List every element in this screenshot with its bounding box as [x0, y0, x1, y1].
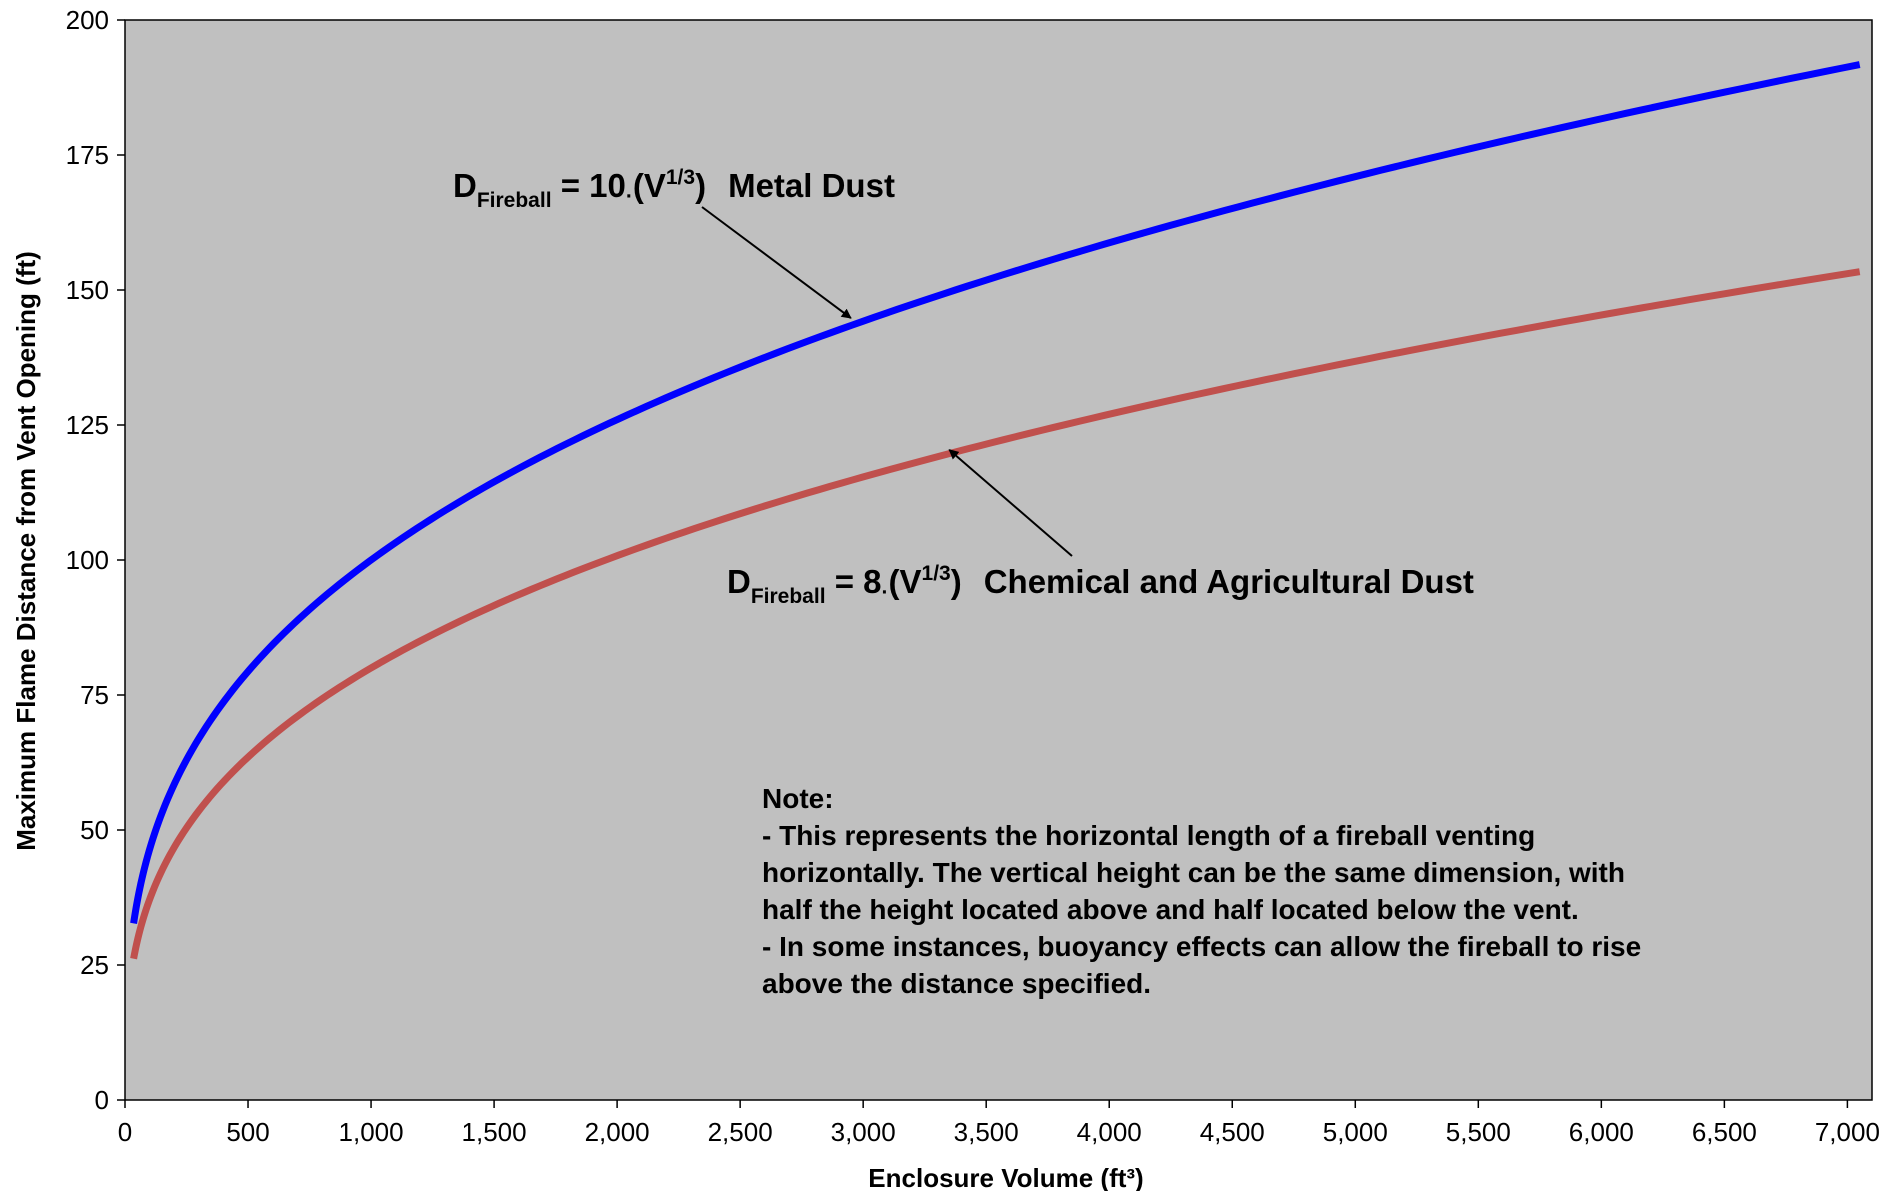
metal-dust-eq-dot: ·: [626, 185, 633, 208]
metal-dust-eq-sup: 1/3: [666, 166, 695, 189]
x-tick-label: 4,000: [1077, 1117, 1142, 1147]
note-line-3: half the height located above and half l…: [762, 894, 1579, 925]
y-axis-title: Maximum Flame Distance from Vent Opening…: [11, 251, 41, 851]
plot-area: [124, 19, 1873, 1101]
metal-dust-eq-sub: Fireball: [477, 189, 552, 212]
y-tick-label: 25: [80, 950, 109, 980]
y-tick-label: 0: [95, 1085, 109, 1115]
x-axis-title: Enclosure Volume (ft³): [868, 1163, 1143, 1191]
x-tick-label: 6,000: [1569, 1117, 1634, 1147]
chemical-dust-eq-dot: ·: [882, 581, 889, 604]
chemical-dust-equation: DFireball = 8·(V1/3) Chemical and Agricul…: [727, 562, 1474, 608]
note-line-4: - In some instances, buoyancy effects ca…: [762, 931, 1641, 962]
metal-dust-eq-close: ): [695, 167, 706, 204]
chemical-dust-eq-open: (V: [889, 563, 922, 600]
x-tick-label: 7,000: [1815, 1117, 1880, 1147]
y-tick-label: 150: [66, 275, 109, 305]
metal-dust-arrow: [701, 206, 852, 319]
arrow-layer: [701, 206, 1073, 557]
x-axis: 0 500 1,000 1,500 2,000 2,500 3,000 3,500 4,000 4…: [118, 1100, 1880, 1147]
metal-dust-series-line: [130, 61, 1861, 927]
note-line-1: - This represents the horizontal length …: [762, 820, 1535, 851]
y-tick-label: 50: [80, 815, 109, 845]
x-tick-label: 5,000: [1323, 1117, 1388, 1147]
x-tick-label: 5,500: [1446, 1117, 1511, 1147]
metal-dust-eq-coef: = 10: [552, 167, 626, 204]
x-tick-label: 3,000: [831, 1117, 896, 1147]
y-tick-label: 75: [80, 680, 109, 710]
x-tick-label: 0: [118, 1117, 132, 1147]
y-tick-label: 125: [66, 410, 109, 440]
x-tick-label: 1,500: [462, 1117, 527, 1147]
x-tick-label: 2,000: [585, 1117, 650, 1147]
y-tick-label: 200: [66, 5, 109, 35]
x-tick-label: 6,500: [1692, 1117, 1757, 1147]
note-heading: Note:: [762, 783, 834, 814]
note-line-2: horizontally. The vertical height can be…: [762, 857, 1625, 888]
y-tick-label: 100: [66, 545, 109, 575]
y-tick-label: 175: [66, 140, 109, 170]
chemical-dust-label: Chemical and Agricultural Dust: [984, 563, 1474, 600]
x-tick-label: 2,500: [708, 1117, 773, 1147]
chemical-dust-eq-close: ): [951, 563, 962, 600]
x-tick-label: 500: [226, 1117, 269, 1147]
chemical-dust-series-line: [130, 268, 1861, 962]
metal-dust-label: Metal Dust: [728, 167, 895, 204]
chemical-dust-arrow: [948, 449, 1073, 557]
chemical-dust-eq-sub: Fireball: [751, 585, 826, 608]
x-tick-label: 4,500: [1200, 1117, 1265, 1147]
note-line-5: above the distance specified.: [762, 968, 1151, 999]
x-tick-label: 1,000: [339, 1117, 404, 1147]
chemical-dust-eq-coef: = 8: [826, 563, 882, 600]
metal-dust-eq-open: (V: [633, 167, 666, 204]
chemical-dust-eq-lead: D: [727, 563, 751, 600]
note-block: Note: - This represents the horizontal l…: [762, 783, 1641, 999]
chemical-dust-eq-sup: 1/3: [922, 562, 951, 585]
x-tick-label: 3,500: [954, 1117, 1019, 1147]
series-layer: [130, 61, 1861, 962]
metal-dust-eq-lead: D: [453, 167, 477, 204]
y-axis: 0 25 50 75 100 125 150 175 200: [66, 5, 125, 1115]
metal-dust-equation: DFireball = 10·(V1/3) Metal Dust: [453, 166, 895, 212]
